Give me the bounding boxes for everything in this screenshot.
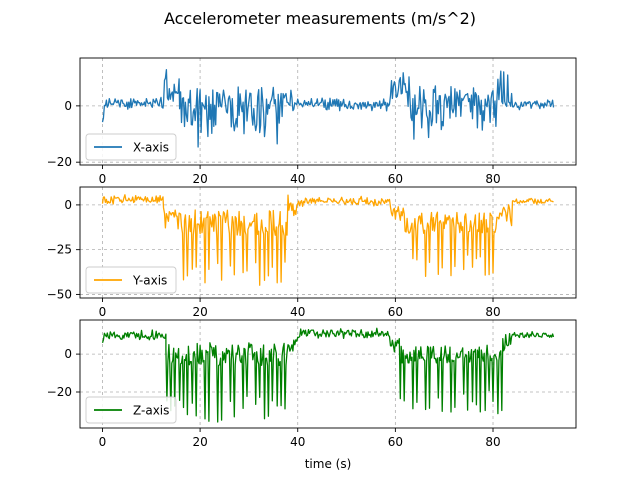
x-tick-label: 20 (192, 172, 207, 186)
legend: Z-axis (85, 396, 177, 424)
series-line (101, 194, 554, 286)
x-tick-label: 0 (99, 172, 107, 186)
legend: Y-axis (85, 266, 177, 294)
y-tick-label: −25 (47, 243, 72, 257)
x-tick-label: 20 (192, 305, 207, 319)
x-tick-label: 80 (485, 172, 500, 186)
x-tick-label: 60 (388, 435, 403, 449)
x-tick-label: 40 (290, 172, 305, 186)
legend-box (85, 396, 177, 424)
x-tick-label: 0 (99, 305, 107, 319)
legend-box (85, 266, 177, 294)
legend-box (85, 133, 177, 161)
x-tick-label: 0 (99, 435, 107, 449)
y-tick-label: −50 (47, 287, 72, 301)
y-tick-label: 0 (64, 347, 72, 361)
legend-label: Y-axis (132, 274, 167, 288)
x-tick-label: 80 (485, 305, 500, 319)
y-tick-label: 0 (64, 198, 72, 212)
x-tick-label: 40 (290, 435, 305, 449)
x-tick-label: 80 (485, 435, 500, 449)
series-line (101, 327, 555, 423)
chart-panel: 0 20 40 60 80 −20 0 X-axis (47, 57, 577, 186)
y-tick-label: −20 (47, 385, 72, 399)
legend: X-axis (85, 133, 177, 161)
chart-panels: 0 20 40 60 80 −20 0 X-axis 0 20 40 60 80 −50 −25 0 Y-axi… (47, 57, 577, 471)
figure-title: Accelerometer measurements (m/s^2) (164, 9, 476, 28)
legend-label: Z-axis (133, 404, 169, 418)
x-tick-label: 20 (192, 435, 207, 449)
chart-panel: 0 20 40 60 80 −50 −25 0 Y-axis (47, 186, 577, 319)
x-axis-label: time (s) (305, 457, 352, 471)
plot-frame (79, 186, 577, 299)
x-tick-label: 40 (290, 305, 305, 319)
series-line (101, 69, 555, 148)
plot-frame (79, 319, 577, 429)
legend-label: X-axis (133, 141, 169, 155)
y-tick-label: 0 (64, 99, 72, 113)
chart-panel: 0 20 40 60 80 −20 0 time (s) Z-axis (47, 319, 577, 471)
x-tick-label: 60 (388, 305, 403, 319)
x-tick-label: 60 (388, 172, 403, 186)
y-tick-label: −20 (47, 155, 72, 169)
plot-frame (79, 57, 577, 166)
